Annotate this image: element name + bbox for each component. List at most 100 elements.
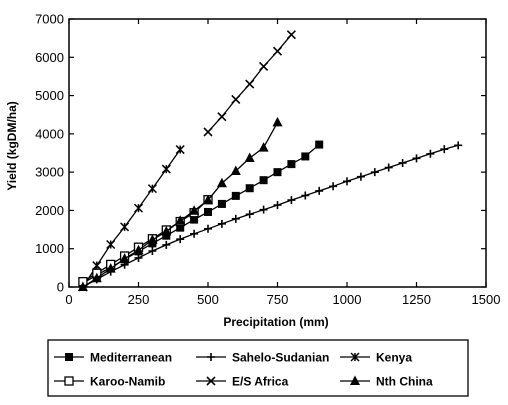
marker-shape bbox=[105, 263, 116, 273]
data-point bbox=[161, 164, 171, 174]
data-point bbox=[301, 152, 310, 161]
data-point bbox=[245, 210, 254, 219]
data-point bbox=[231, 191, 240, 200]
marker-shape bbox=[454, 141, 463, 150]
legend-item: Sahelo-Sudanian bbox=[196, 351, 329, 365]
marker-shape bbox=[161, 164, 171, 174]
legend-item: Nth China bbox=[340, 375, 433, 389]
data-point bbox=[231, 94, 241, 104]
data-point bbox=[286, 30, 296, 40]
marker-shape bbox=[91, 272, 102, 283]
data-point bbox=[175, 145, 185, 155]
y-tick-label: 3000 bbox=[35, 165, 64, 180]
marker-shape bbox=[207, 353, 215, 361]
legend-item: Kenya bbox=[340, 351, 412, 365]
marker-shape bbox=[356, 172, 365, 181]
marker-shape bbox=[412, 154, 421, 163]
data-point bbox=[161, 225, 172, 236]
legend-marker bbox=[350, 375, 360, 385]
marker-shape bbox=[287, 196, 296, 205]
legend-marker bbox=[206, 376, 216, 386]
marker-shape bbox=[273, 168, 282, 177]
marker-shape bbox=[162, 231, 171, 240]
data-point bbox=[315, 140, 324, 149]
series-nth-china bbox=[77, 116, 283, 291]
marker-shape bbox=[384, 163, 393, 172]
marker-shape bbox=[203, 127, 213, 137]
data-point bbox=[147, 184, 157, 194]
data-point bbox=[245, 79, 255, 89]
data-point bbox=[77, 281, 88, 291]
data-point bbox=[217, 112, 227, 122]
marker-shape bbox=[77, 281, 88, 291]
legend-label: Nth China bbox=[376, 375, 433, 389]
x-tick-label: 750 bbox=[267, 292, 289, 307]
legend-label: Kenya bbox=[376, 351, 412, 365]
marker-shape bbox=[92, 261, 102, 271]
data-point bbox=[119, 253, 130, 263]
legend-item: Karoo-Namib bbox=[54, 375, 165, 389]
marker-shape bbox=[133, 244, 144, 255]
legend-marker bbox=[65, 353, 73, 361]
marker-shape bbox=[176, 235, 185, 244]
data-point bbox=[384, 163, 393, 172]
data-point bbox=[343, 177, 351, 186]
y-tick-label: 1000 bbox=[35, 241, 64, 256]
x-axis-title: Precipitation (mm) bbox=[223, 315, 328, 329]
data-point bbox=[190, 215, 199, 224]
data-point bbox=[189, 205, 200, 215]
data-point bbox=[106, 239, 116, 250]
data-point bbox=[204, 207, 212, 216]
legend-label: E/S Africa bbox=[232, 375, 289, 389]
marker-shape bbox=[231, 214, 240, 223]
legend-marker bbox=[350, 352, 360, 362]
marker-shape bbox=[301, 191, 310, 200]
marker-shape bbox=[217, 112, 227, 122]
marker-shape bbox=[120, 222, 130, 232]
marker-shape bbox=[134, 253, 143, 262]
marker-shape bbox=[119, 253, 130, 263]
marker-shape bbox=[204, 224, 212, 233]
x-tick-label: 1250 bbox=[402, 292, 431, 307]
marker-shape bbox=[106, 239, 116, 250]
legend-label: Sahelo-Sudanian bbox=[232, 351, 329, 365]
marker-shape bbox=[189, 205, 200, 215]
data-point bbox=[175, 215, 186, 225]
series-sahelo-sudanian bbox=[78, 141, 463, 291]
marker-shape bbox=[204, 207, 212, 216]
y-tick-label: 6000 bbox=[35, 50, 64, 65]
data-point bbox=[259, 176, 268, 185]
data-point bbox=[134, 253, 143, 262]
x-tick-label: 1000 bbox=[333, 292, 362, 307]
series-line bbox=[82, 199, 209, 283]
data-point bbox=[329, 182, 338, 191]
y-tick-label: 5000 bbox=[35, 88, 64, 103]
marker-shape bbox=[217, 219, 226, 228]
data-point bbox=[259, 205, 268, 214]
data-point bbox=[301, 191, 310, 200]
marker-shape bbox=[259, 61, 269, 72]
data-point bbox=[204, 224, 212, 233]
data-point bbox=[244, 152, 255, 162]
data-point bbox=[272, 116, 283, 127]
data-point bbox=[258, 142, 269, 152]
marker-shape bbox=[147, 184, 157, 194]
marker-shape bbox=[148, 247, 157, 256]
marker-shape bbox=[259, 176, 268, 185]
series-line bbox=[82, 144, 459, 288]
legend-label: Karoo-Namib bbox=[90, 375, 165, 389]
legend-marker bbox=[207, 353, 215, 361]
marker-shape bbox=[286, 30, 296, 40]
data-point bbox=[245, 184, 254, 193]
marker-shape bbox=[216, 177, 227, 188]
marker-shape bbox=[176, 223, 185, 232]
marker-shape bbox=[64, 376, 74, 386]
marker-shape bbox=[162, 240, 171, 249]
marker-shape bbox=[343, 177, 351, 186]
marker-shape bbox=[175, 215, 186, 225]
data-point bbox=[398, 158, 407, 167]
marker-shape bbox=[315, 186, 324, 195]
data-point bbox=[412, 154, 421, 163]
data-point bbox=[440, 145, 449, 154]
